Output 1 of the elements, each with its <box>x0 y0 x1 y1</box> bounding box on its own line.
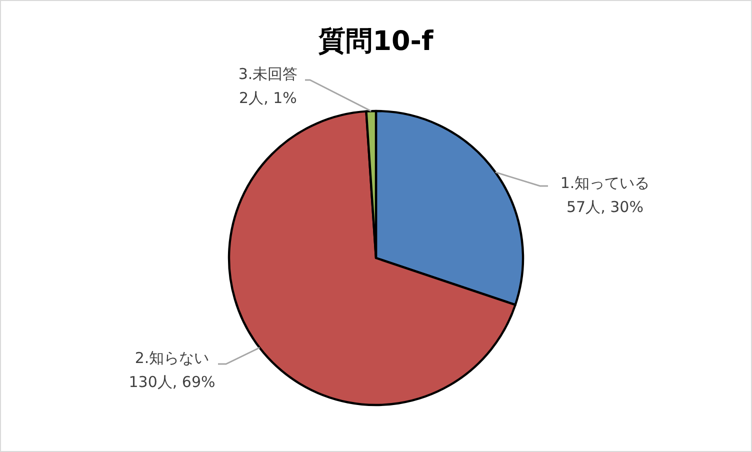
title: 質問10-f <box>318 26 434 57</box>
